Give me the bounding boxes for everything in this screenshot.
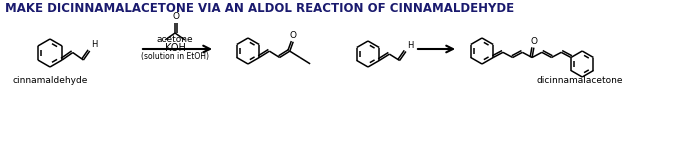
Text: H: H <box>407 41 414 50</box>
Text: O: O <box>172 12 180 21</box>
Text: dicinnamalacetone: dicinnamalacetone <box>537 76 623 85</box>
Text: MAKE DICINNAMALACETONE VIA AN ALDOL REACTION OF CINNAMALDEHYDE: MAKE DICINNAMALACETONE VIA AN ALDOL REAC… <box>5 2 514 15</box>
Text: cinnamaldehyde: cinnamaldehyde <box>12 76 87 85</box>
Text: (solution in EtOH): (solution in EtOH) <box>141 52 209 61</box>
Text: O: O <box>290 31 297 40</box>
Text: acetone: acetone <box>157 35 193 44</box>
Text: O: O <box>530 37 538 46</box>
Text: KOH: KOH <box>165 43 186 53</box>
Text: H: H <box>91 40 97 50</box>
